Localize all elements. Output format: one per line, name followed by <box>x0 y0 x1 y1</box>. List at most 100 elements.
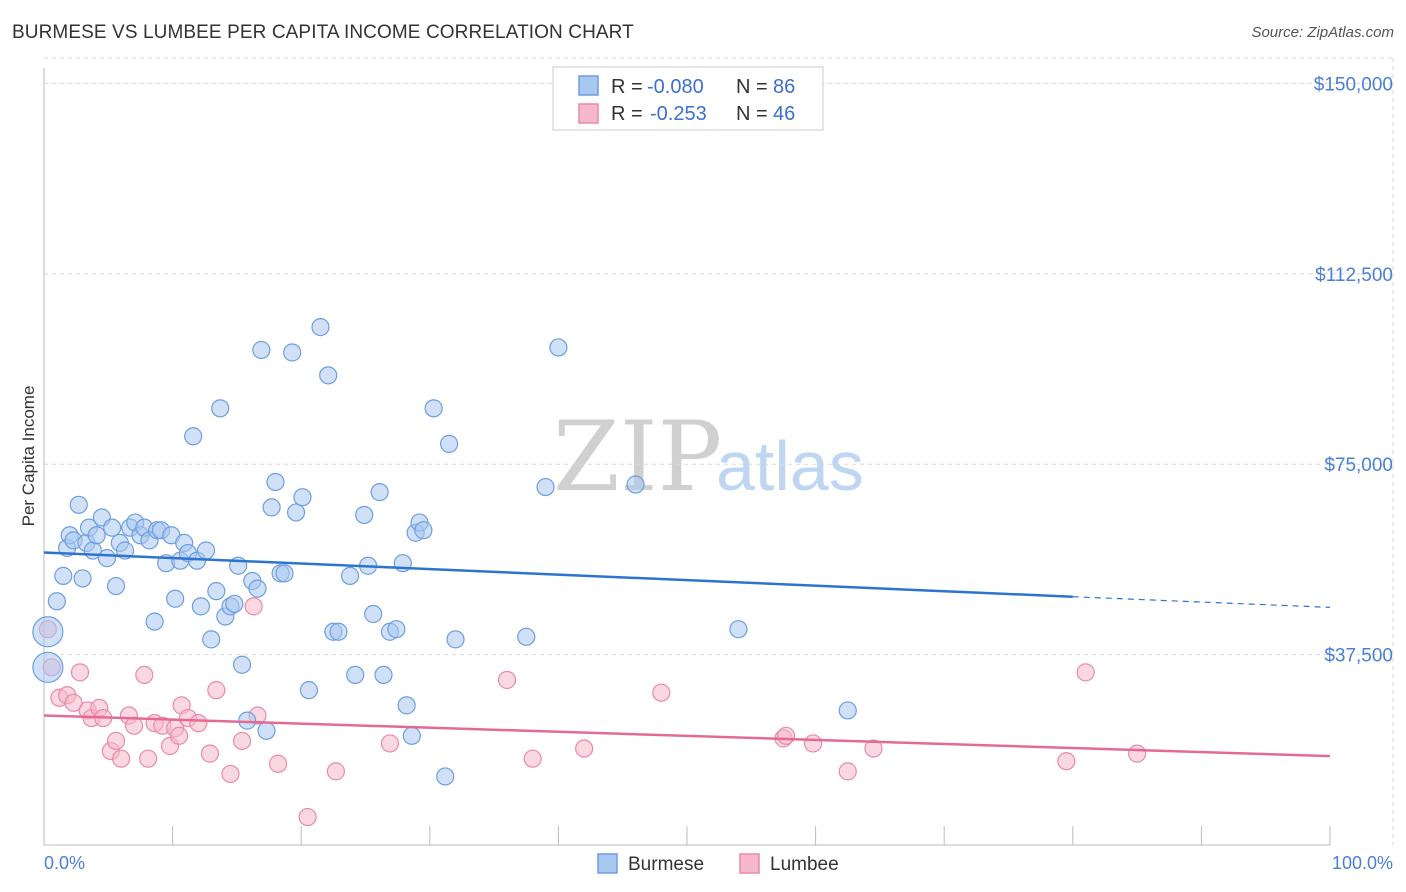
legend-lumbee-swatch <box>578 103 599 124</box>
burmese-point <box>517 627 536 646</box>
burmese-point <box>207 582 226 601</box>
legend-lumbee-n-label: N = <box>736 103 768 125</box>
burmese-point <box>286 503 306 522</box>
burmese-point <box>299 681 319 700</box>
lumbee-point <box>776 726 796 745</box>
burmese-point <box>402 726 421 745</box>
lumbee-point <box>326 762 346 781</box>
burmese-point <box>729 620 748 639</box>
burmese-point <box>414 521 433 540</box>
burmese-point <box>262 498 281 517</box>
lumbee-point <box>169 726 189 745</box>
lumbee-point <box>221 764 240 784</box>
burmese-point <box>549 338 568 357</box>
burmese-point <box>283 343 302 362</box>
burmese-point <box>257 721 276 740</box>
lumbee-point <box>1127 744 1147 763</box>
lumbee-point <box>864 739 883 758</box>
burmese-point <box>191 597 210 616</box>
burmese-point <box>69 495 88 514</box>
lumbee-point <box>523 749 542 768</box>
y-tick-labels: $37,500 $75,000 $112,500 $150,000 <box>1314 74 1393 666</box>
burmese-point <box>319 366 338 385</box>
watermark-zip: ZIP <box>553 401 722 513</box>
burmese-point <box>225 594 244 613</box>
burmese-point <box>184 427 203 446</box>
burmese-point <box>106 576 126 596</box>
y-tick-label: $150,000 <box>1314 74 1393 95</box>
burmese-point <box>536 477 555 497</box>
legend-burmese-r-label: R = <box>611 76 643 98</box>
lumbee-point <box>189 714 208 733</box>
burmese-point <box>54 566 73 585</box>
burmese-point <box>87 526 106 545</box>
lumbee-point <box>70 663 90 682</box>
burmese-point <box>97 549 117 568</box>
x-tick-label-min: 0.0% <box>44 853 85 873</box>
bottom-legend: Burmese Lumbee <box>597 853 839 875</box>
burmese-point <box>329 622 348 641</box>
lumbee-point <box>135 665 154 685</box>
burmese-point <box>374 665 393 685</box>
legend-burmese-n-label: N = <box>736 76 768 98</box>
lumbee-point <box>139 749 158 768</box>
lumbee-point <box>200 744 219 763</box>
lumbee-point <box>106 731 126 751</box>
lumbee-point <box>838 762 857 781</box>
burmese-point <box>397 696 416 715</box>
burmese-point <box>355 505 374 525</box>
legend-burmese-r-value: -0.080 <box>647 76 704 98</box>
bottom-legend-lumbee-swatch <box>739 853 760 874</box>
burmese-point <box>311 318 330 337</box>
burmese-point <box>446 630 465 649</box>
chart-title: BURMESE VS LUMBEE PER CAPITA INCOME CORR… <box>12 22 634 43</box>
burmese-point <box>73 569 92 588</box>
burmese-point <box>293 488 312 507</box>
y-axis-label: Per Capita Income <box>19 386 38 527</box>
legend-burmese-n-value: 86 <box>773 76 795 98</box>
burmese-point <box>232 655 252 674</box>
burmese-point <box>248 579 267 598</box>
lumbee-point <box>1057 752 1076 771</box>
x-tick-label-max: 100.0% <box>1332 853 1393 873</box>
burmese-point <box>340 566 360 585</box>
axes <box>43 68 1331 846</box>
lumbee-point <box>380 734 400 753</box>
burmese-point <box>166 589 185 608</box>
burmese-point <box>32 616 64 648</box>
burmese-point <box>145 612 164 631</box>
lumbee-point <box>232 731 252 751</box>
burmese-point <box>424 399 443 418</box>
lumbee-point <box>803 734 823 753</box>
trend-lines <box>43 551 1331 758</box>
lumbee-point <box>268 754 288 773</box>
burmese-point <box>266 472 285 492</box>
burmese-point <box>202 630 221 649</box>
watermark-atlas: atlas <box>716 427 864 505</box>
lumbee-point <box>1076 663 1095 682</box>
bottom-legend-burmese-swatch <box>597 853 618 874</box>
legend-burmese-swatch <box>578 75 599 96</box>
lumbee-point <box>64 693 83 712</box>
burmese-points <box>32 318 857 786</box>
lumbee-point <box>207 681 226 700</box>
legend-lumbee-n-value: 46 <box>773 103 795 125</box>
burmese-trend-line-extension <box>1072 596 1331 608</box>
burmese-point <box>436 767 455 786</box>
lumbee-point <box>497 670 517 690</box>
lumbee-point <box>652 683 671 702</box>
burmese-point <box>275 564 294 583</box>
lumbee-point <box>298 807 317 827</box>
burmese-point <box>47 592 66 611</box>
lumbee-point <box>575 739 594 758</box>
burmese-trend-line <box>43 551 1073 598</box>
y-tick-label: $75,000 <box>1324 455 1393 476</box>
lumbee-points <box>38 597 1147 827</box>
y-tick-label: $112,500 <box>1315 265 1393 286</box>
burmese-point <box>439 434 459 453</box>
lumbee-trend-line <box>43 714 1331 758</box>
burmese-point <box>364 604 383 624</box>
burmese-point <box>370 483 389 502</box>
burmese-point <box>838 701 857 720</box>
